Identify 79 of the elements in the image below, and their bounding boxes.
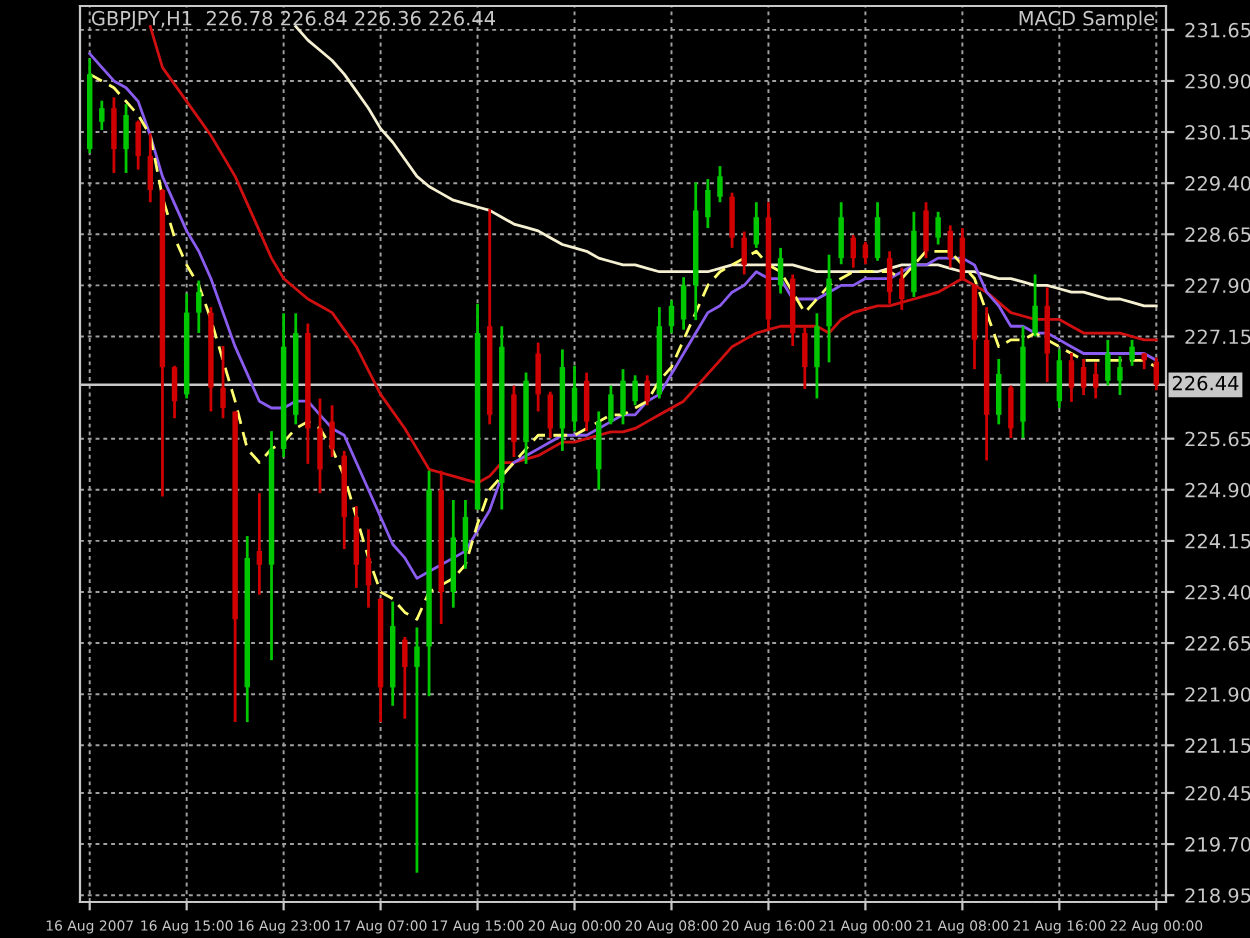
- candlestick: [123, 102, 129, 175]
- y-tick-label: 221.15: [1185, 738, 1250, 753]
- candlestick: [353, 504, 360, 590]
- candlestick: [632, 373, 638, 407]
- candlestick: [1129, 338, 1135, 368]
- candlestick: [365, 527, 372, 610]
- candlestick: [996, 357, 1002, 426]
- candlestick: [802, 324, 808, 391]
- candlestick: [1092, 360, 1099, 400]
- candlestick: [814, 311, 820, 400]
- candlestick: [196, 279, 202, 335]
- candlestick: [1117, 354, 1123, 397]
- y-tick-label: 223.40: [1185, 584, 1250, 600]
- candlestick: [777, 246, 784, 295]
- candlestick: [462, 498, 469, 571]
- candlestick: [147, 132, 154, 204]
- y-tick-label: 224.15: [1185, 533, 1250, 549]
- y-tick-label: 225.65: [1185, 431, 1250, 447]
- candlestick: [741, 230, 747, 276]
- candlestick: [899, 266, 905, 312]
- candlestick: [220, 344, 226, 420]
- candlestick: [1044, 286, 1050, 384]
- candlestick: [753, 200, 760, 250]
- candlestick: [547, 390, 553, 440]
- candlestick: [583, 371, 590, 433]
- candlestick: [256, 491, 263, 597]
- candlestick: [959, 226, 966, 282]
- y-tick-label: 229.40: [1185, 176, 1250, 191]
- annotation: MACD Sample: [1019, 10, 1155, 30]
- candlestick: [947, 224, 953, 270]
- candlestick: [874, 200, 881, 263]
- candlestick: [171, 364, 178, 420]
- candlestick: [850, 233, 857, 270]
- candlestick: [317, 397, 323, 495]
- y-tick-label: 227.90: [1185, 278, 1250, 294]
- y-tick-label: 227.15: [1185, 329, 1250, 345]
- chart-title: GBPJPY,H1 226.78 226.84 226.36 226.44: [91, 10, 496, 30]
- candlestick: [596, 410, 602, 492]
- candlestick: [668, 298, 675, 335]
- candlestick: [511, 384, 517, 459]
- candlestick: [1032, 273, 1038, 338]
- y-tick-label: 228.65: [1185, 227, 1250, 242]
- candlestick: [729, 191, 735, 250]
- y-tick-label: 221.90: [1185, 687, 1250, 702]
- candlestick: [680, 275, 687, 332]
- candlestick: [838, 200, 844, 266]
- candlestick: [826, 253, 832, 364]
- candlestick: [923, 200, 929, 260]
- y-tick-label: 230.15: [1185, 125, 1250, 140]
- y-tick-label: 230.90: [1185, 73, 1250, 89]
- y-tick-label: 220.45: [1185, 785, 1250, 801]
- candlestick: [1056, 348, 1063, 410]
- candlestick: [1153, 356, 1160, 392]
- candlestick: [717, 164, 723, 204]
- candlestick: [111, 95, 117, 175]
- candlestick: [1068, 351, 1075, 404]
- candlestick: [535, 341, 541, 413]
- candlestick: [402, 635, 408, 721]
- candlestick: [1080, 357, 1087, 397]
- candlestick: [886, 249, 893, 306]
- candlestick: [99, 99, 105, 132]
- candlestick: [1105, 338, 1111, 387]
- candlestick: [571, 364, 578, 433]
- y-tick-label: 219.70: [1185, 837, 1250, 852]
- y-tick-label: 218.95: [1185, 888, 1250, 903]
- y-tick-label: 231.65: [1185, 22, 1250, 38]
- candlestick: [329, 403, 335, 459]
- candlestick: [935, 210, 941, 246]
- candlestick: [620, 367, 626, 426]
- candlestick: [135, 119, 141, 171]
- candlestick: [414, 626, 420, 875]
- candlestick: [644, 373, 650, 407]
- candlestick: [1008, 384, 1014, 440]
- candlestick: [862, 240, 869, 266]
- y-tick-label: 224.90: [1185, 482, 1250, 498]
- candlestick: [608, 384, 614, 426]
- y-tick-label: 222.65: [1185, 636, 1250, 651]
- ref-line-label: 226.44: [1172, 375, 1239, 391]
- candlestick: [705, 177, 711, 230]
